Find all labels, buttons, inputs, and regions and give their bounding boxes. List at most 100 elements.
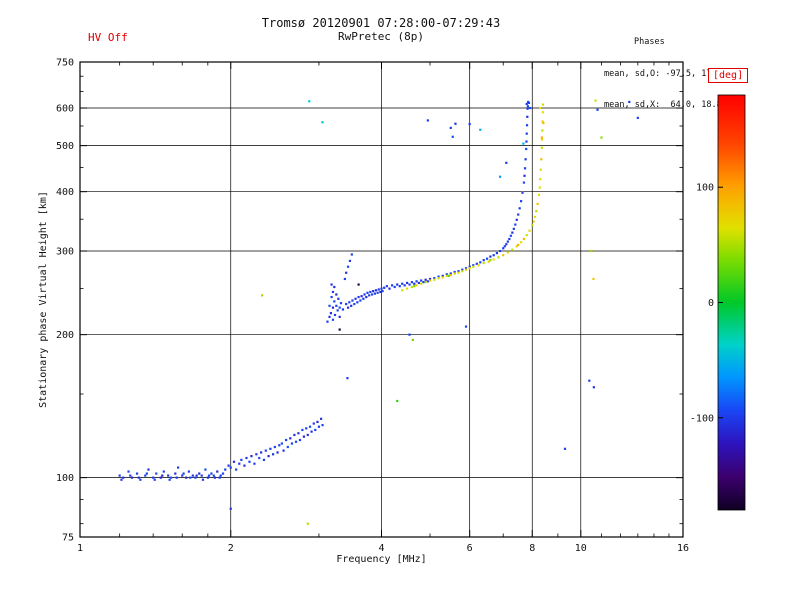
data-point	[380, 287, 383, 290]
data-point	[221, 472, 225, 475]
data-point	[457, 271, 460, 274]
data-point	[468, 265, 471, 268]
data-point	[219, 474, 222, 477]
data-point	[441, 276, 444, 279]
series-scattered-echoes	[229, 99, 639, 525]
data-point	[531, 224, 534, 227]
data-point	[506, 240, 509, 243]
data-point	[351, 299, 354, 302]
data-point	[330, 295, 333, 299]
data-point	[305, 427, 308, 430]
data-point	[316, 420, 319, 424]
data-point	[175, 476, 178, 479]
data-point	[312, 422, 315, 425]
data-point	[120, 478, 123, 481]
data-point	[428, 277, 432, 281]
data-point	[482, 259, 485, 262]
data-point	[370, 293, 374, 296]
data-point	[492, 258, 495, 261]
data-point	[127, 470, 130, 473]
data-point	[216, 470, 219, 473]
hv-status: HV Off	[88, 31, 128, 44]
data-point	[187, 470, 191, 473]
data-point	[250, 455, 253, 458]
data-point	[191, 474, 194, 477]
data-point	[525, 140, 528, 143]
data-point	[420, 282, 423, 285]
data-point	[522, 237, 526, 241]
data-point	[255, 453, 258, 456]
data-point	[424, 278, 427, 281]
data-point	[286, 445, 289, 449]
data-point	[345, 271, 348, 274]
data-point	[445, 274, 448, 277]
data-point	[301, 428, 304, 432]
data-point	[636, 116, 639, 119]
series-f-region-trace-x-mode-	[401, 103, 544, 292]
data-point	[441, 274, 444, 277]
data-point	[238, 462, 241, 465]
data-point	[167, 474, 170, 477]
data-point	[294, 440, 298, 443]
data-point	[408, 333, 411, 336]
data-point	[333, 300, 336, 303]
data-point	[511, 248, 514, 251]
data-point	[206, 476, 209, 479]
data-point	[319, 417, 323, 420]
data-point	[526, 107, 529, 110]
data-point	[243, 464, 246, 467]
data-point	[298, 438, 302, 442]
grid	[80, 62, 683, 537]
data-point	[346, 265, 350, 268]
data-point	[485, 257, 489, 260]
data-point	[174, 472, 177, 475]
data-point	[337, 297, 340, 300]
data-point	[365, 295, 368, 299]
data-point	[514, 223, 517, 226]
data-point	[373, 292, 376, 295]
data-point	[354, 297, 357, 300]
data-point	[482, 261, 485, 265]
data-point	[139, 478, 142, 481]
x-tick-label: 8	[529, 543, 535, 554]
data-point	[207, 474, 211, 477]
data-point	[541, 111, 544, 114]
data-point	[212, 474, 215, 477]
data-point	[449, 273, 452, 277]
data-point	[330, 283, 333, 286]
data-point	[464, 267, 468, 270]
data-point	[528, 229, 531, 232]
data-point	[260, 294, 264, 297]
data-point	[426, 119, 429, 122]
data-point	[182, 472, 185, 475]
data-point	[310, 430, 313, 433]
data-point	[356, 301, 359, 304]
data-point	[489, 259, 492, 262]
data-point	[415, 280, 418, 283]
data-point	[539, 178, 542, 181]
data-point	[362, 297, 365, 300]
data-point	[276, 451, 279, 454]
data-point	[321, 424, 324, 427]
data-point	[336, 309, 339, 312]
data-point	[396, 283, 399, 286]
data-point	[533, 215, 537, 218]
data-point	[527, 101, 531, 105]
data-point	[145, 472, 148, 475]
data-point	[357, 295, 360, 299]
data-point	[385, 285, 388, 288]
data-point	[331, 306, 335, 309]
data-point	[449, 126, 452, 129]
data-point	[445, 273, 448, 276]
data-point	[461, 270, 464, 273]
data-point	[227, 464, 230, 467]
data-point	[168, 478, 171, 481]
data-point	[290, 442, 294, 445]
data-point	[153, 478, 156, 481]
data-point	[346, 306, 350, 309]
data-point	[189, 476, 192, 479]
data-point	[162, 470, 165, 473]
data-point	[472, 264, 475, 267]
data-point	[502, 254, 505, 257]
data-point	[273, 445, 276, 449]
